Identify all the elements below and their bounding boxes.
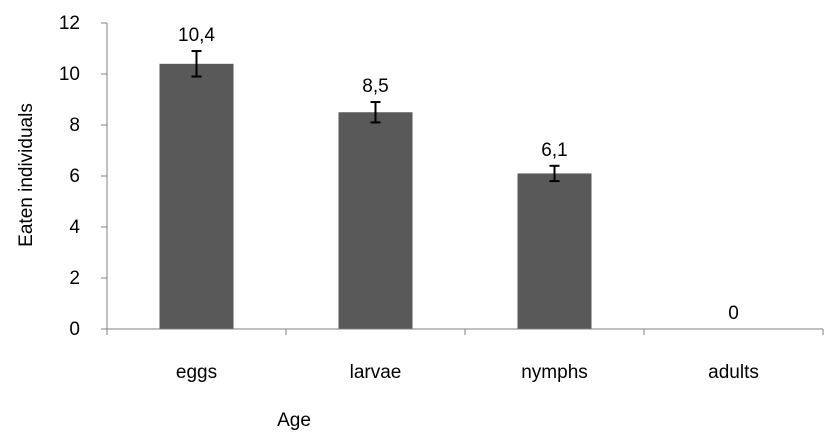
- bar-nymphs: [517, 173, 592, 329]
- data-label-eggs: 10,4: [178, 25, 215, 46]
- category-labels: eggs larvae nymphs adults: [176, 362, 759, 383]
- y-tick-label: 12: [59, 13, 80, 34]
- bar-eggs: [159, 63, 234, 330]
- y-axis-ticks: 0 2 4 6 8 10 12: [59, 13, 107, 340]
- bar-larvae: [338, 112, 413, 329]
- category-label-eggs: eggs: [176, 362, 217, 383]
- y-tick-label: 8: [69, 115, 80, 136]
- y-tick-label: 4: [69, 217, 80, 238]
- error-bars: [191, 50, 560, 183]
- data-label-larvae: 8,5: [362, 76, 388, 97]
- y-tick-label: 2: [69, 268, 80, 289]
- category-label-nymphs: nymphs: [521, 362, 588, 383]
- bars: [159, 63, 592, 330]
- data-label-adults: 0: [728, 303, 739, 324]
- x-axis-title: Age: [277, 410, 311, 431]
- y-tick-label: 10: [59, 64, 80, 85]
- y-axis-title: Eaten individuals: [16, 103, 37, 247]
- category-label-adults: adults: [708, 362, 759, 383]
- data-label-nymphs: 6,1: [541, 140, 567, 161]
- y-tick-label: 0: [69, 319, 80, 340]
- category-label-larvae: larvae: [350, 362, 402, 383]
- y-tick-label: 6: [69, 166, 80, 187]
- data-labels: 10,4 8,5 6,1 0: [178, 25, 739, 324]
- axes: [106, 23, 824, 335]
